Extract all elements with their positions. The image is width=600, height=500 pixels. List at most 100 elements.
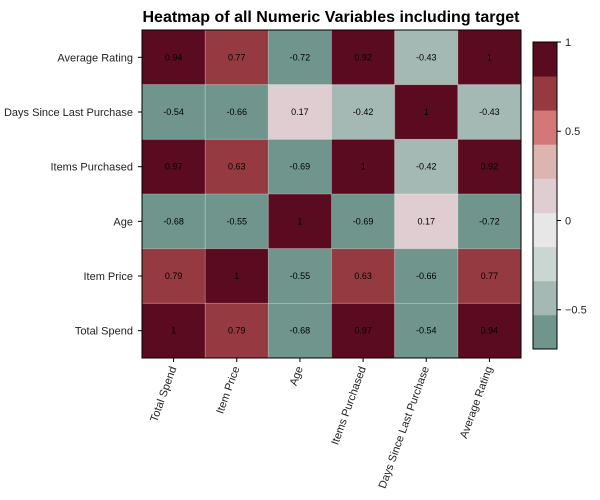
- heatmap-cell: [205, 84, 269, 140]
- x-tick-label: Days Since Last Purchase: [377, 365, 432, 490]
- colorbar-segment: [533, 178, 557, 214]
- cell-value-label: -0.55: [290, 271, 311, 281]
- heatmap-cell: [331, 139, 395, 194]
- heatmap-cell: [268, 139, 332, 194]
- cell-value-label: -0.43: [479, 107, 500, 117]
- heatmap-cell: [331, 30, 395, 85]
- heatmap-cell: [331, 303, 395, 358]
- cell-value-label: 1: [487, 52, 492, 62]
- heatmap-cell: [457, 84, 521, 140]
- cell-value-label: 0.63: [228, 162, 246, 172]
- y-tick-label: Items Purchased: [50, 162, 133, 174]
- cell-value-label: 0.17: [291, 107, 309, 117]
- cell-value-label: 0.77: [228, 52, 246, 62]
- x-tick-label: Total Spend: [148, 365, 179, 424]
- plot-frame: [141, 29, 522, 359]
- heatmap-cells: 0.94 0.77 -0.72 0.92 -0.43 1 -0.54 -0.66 0.17 -0.…: [141, 29, 522, 359]
- cell-value-label: -0.55: [226, 216, 247, 226]
- colorbar-segment: [533, 314, 557, 350]
- y-tick-label: Age: [113, 216, 133, 228]
- cell-value-label: 0.79: [228, 326, 246, 336]
- heatmap-cell: [142, 248, 206, 304]
- cell-value-label: -0.66: [416, 271, 437, 281]
- heatmap-cell: [457, 194, 521, 249]
- heatmap-cell: [142, 30, 206, 85]
- cell-value-label: -0.54: [416, 326, 437, 336]
- cell-value-label: 0.79: [165, 271, 183, 281]
- chart-title: Heatmap of all Numeric Variables includi…: [143, 9, 521, 26]
- colorbar-segment: [533, 280, 557, 316]
- cell-value-label: -0.42: [416, 162, 437, 172]
- heatmap-cell: [457, 248, 521, 304]
- cell-value-label: -0.72: [479, 216, 500, 226]
- y-tick-label: Total Spend: [75, 326, 133, 338]
- x-tick-label: Average Rating: [458, 365, 495, 440]
- colorbar-segment: [533, 144, 557, 179]
- heatmap-cell: [394, 248, 458, 304]
- colorbar-tick-label: −0.5: [565, 305, 587, 317]
- cell-value-label: 1: [171, 326, 176, 336]
- cell-value-label: -0.68: [163, 216, 184, 226]
- cell-value-label: -0.66: [226, 107, 247, 117]
- colorbar-frame: [532, 41, 558, 350]
- colorbar-tick-label: 0.5: [565, 126, 580, 138]
- cell-value-label: 0.97: [165, 162, 183, 172]
- colorbar-tick-label: 1: [565, 37, 571, 49]
- cell-value-label: 1: [234, 271, 239, 281]
- x-tick-label: Item Price: [214, 365, 242, 416]
- heatmap-cell: [142, 139, 206, 194]
- cell-value-label: -0.69: [290, 162, 311, 172]
- y-tick-label: Days Since Last Purchase: [4, 107, 133, 119]
- cell-value-label: -0.43: [416, 52, 437, 62]
- cell-value-label: 0.17: [417, 216, 435, 226]
- heatmap-cell: [268, 84, 332, 140]
- heatmap-cell: [331, 248, 395, 304]
- cell-value-label: 0.97: [354, 326, 372, 336]
- heatmap-cell: [268, 248, 332, 304]
- cell-value-label: -0.72: [290, 52, 311, 62]
- cell-value-label: -0.42: [353, 107, 374, 117]
- colorbar-tick-label: 0: [565, 215, 571, 227]
- y-axis-labels: Average Rating Days Since Last Purchase It…: [4, 52, 142, 338]
- heatmap-cell: [268, 194, 332, 249]
- heatmap-cell: [394, 30, 458, 85]
- x-tick-label: Items Purchased: [329, 365, 369, 447]
- x-axis-labels: Total Spend Item Price Age Items Purchased D…: [148, 358, 495, 490]
- cell-value-label: 1: [424, 107, 429, 117]
- heatmap-cell: [394, 303, 458, 358]
- x-tick-label: Age: [288, 365, 306, 388]
- colorbar: 1 0.5 0 −0.5: [532, 37, 587, 350]
- colorbar-segment: [533, 110, 557, 145]
- heatmap-cell: [331, 84, 395, 140]
- cell-value-label: 0.92: [354, 52, 372, 62]
- heatmap-cell: [457, 139, 521, 194]
- cell-value-label: -0.69: [353, 216, 374, 226]
- y-tick-label: Average Rating: [57, 52, 133, 64]
- colorbar-segment: [533, 246, 557, 282]
- heatmap-cell: [394, 139, 458, 194]
- cell-value-label: 0.77: [481, 271, 499, 281]
- cell-value-label: 1: [297, 216, 302, 226]
- heatmap-cell: [394, 194, 458, 249]
- heatmap-cell: [205, 248, 269, 304]
- heatmap-cell: [142, 303, 206, 358]
- cell-value-label: -0.68: [290, 326, 311, 336]
- heatmap-cell: [205, 303, 269, 358]
- heatmap-cell: [268, 303, 332, 358]
- colorbar-segment: [533, 76, 557, 111]
- heatmap-cell: [205, 30, 269, 85]
- cell-value-label: 0.94: [481, 326, 499, 336]
- colorbar-segment: [533, 42, 557, 77]
- heatmap-cell: [205, 139, 269, 194]
- heatmap-cell: [457, 303, 521, 358]
- heatmap-cell: [205, 194, 269, 249]
- cell-value-label: 0.94: [165, 52, 183, 62]
- cell-value-label: 0.63: [354, 271, 372, 281]
- y-tick-label: Item Price: [83, 271, 133, 283]
- heatmap-cell: [331, 194, 395, 249]
- cell-value-label: -0.54: [163, 107, 184, 117]
- heatmap-cell: [457, 30, 521, 85]
- colorbar-segment: [533, 212, 557, 248]
- heatmap-cell: [142, 194, 206, 249]
